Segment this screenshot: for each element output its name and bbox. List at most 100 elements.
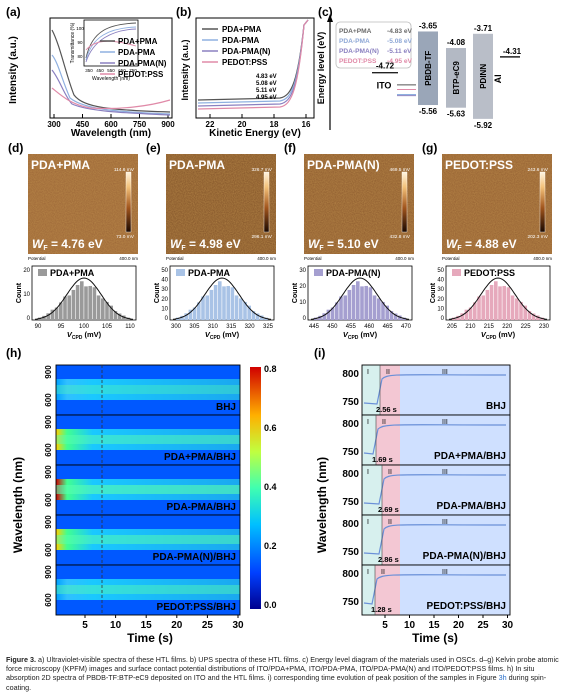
- h-xtick: 25: [202, 620, 214, 631]
- afm-scale-top: 469.5 mV: [389, 167, 410, 173]
- i-xtick: 25: [477, 620, 489, 631]
- ito-value: -4.72: [376, 62, 395, 71]
- i-transition-time: 1.69 s: [372, 455, 393, 464]
- material-bar: [418, 31, 438, 106]
- inset-xlabel: Wavelength (nm): [92, 76, 130, 82]
- panel-i-xlabel: Time (s): [412, 631, 458, 645]
- histogram-xtick: 320: [245, 324, 256, 330]
- histogram-axes: [307, 265, 413, 321]
- histogram-ytick: 10: [23, 292, 30, 298]
- panel-b-xtick: 22: [206, 120, 215, 129]
- potential-label: Potential: [442, 256, 460, 261]
- h-row-band: [56, 379, 240, 400]
- histogram-bar: [481, 295, 485, 320]
- histogram-bar: [523, 305, 527, 320]
- scalebar-label: 400.0 nm: [257, 256, 276, 261]
- histogram-bar: [255, 313, 260, 320]
- h-row-label: PEDOT:PSS/BHJ: [157, 602, 236, 613]
- panel-c-legend-name: PDA-PMA(N): [339, 48, 379, 55]
- histogram-title: PDA+PMA: [50, 268, 95, 278]
- i-stage-i-bg: [362, 365, 380, 415]
- i-ytick: 750: [342, 397, 359, 408]
- caption-text-2: during spin-coating.: [6, 673, 547, 692]
- histogram-ytick: 30: [299, 268, 306, 274]
- kpfm-panel: (f) PDA-PMA(N) 469.5 mV 432.8 mV WF = 5.10 e…: [284, 141, 414, 341]
- histogram-ytick: 0: [165, 316, 169, 322]
- panel-c-legend-value: -4.83 eV: [387, 28, 413, 35]
- histogram-bar: [322, 313, 326, 320]
- histogram-bar: [527, 311, 532, 320]
- i-ytick: 750: [342, 497, 359, 508]
- i-stage-ii-bg: [375, 565, 400, 615]
- histogram-ytick: 40: [437, 278, 444, 284]
- histogram-bar: [368, 287, 373, 320]
- histogram-ytick: 30: [437, 287, 444, 293]
- caption-figure-link[interactable]: 3h: [498, 673, 507, 683]
- h-ytick: 600: [44, 393, 53, 407]
- histogram-bar: [222, 286, 226, 320]
- histogram-ytick: 20: [23, 268, 30, 274]
- panel-a-curve: [51, 69, 171, 116]
- histogram-ylabel: Count: [292, 282, 299, 303]
- i-stage-label: II: [388, 519, 392, 526]
- histogram-bar: [506, 287, 511, 320]
- panel-c-legend-value: -5.11 eV: [387, 48, 412, 55]
- inset-xtick: 350: [85, 68, 93, 73]
- histogram-bar: [519, 301, 523, 320]
- histogram-bar: [247, 305, 251, 320]
- histogram-title: PEDOT:PSS: [464, 268, 515, 278]
- h-row-band: [56, 579, 240, 600]
- histogram-bar: [498, 286, 502, 320]
- histogram-bar: [42, 315, 46, 320]
- panel-b-xtick: 18: [270, 120, 279, 129]
- histogram-bar: [377, 298, 381, 320]
- afm-colorbar: [125, 171, 132, 233]
- panel-a-curve: [51, 29, 171, 113]
- inset-ytick: 90: [77, 40, 83, 45]
- i-row-label: BHJ: [486, 401, 506, 412]
- i-stage-label: II: [386, 369, 390, 376]
- inset-xtick: 750: [129, 68, 137, 73]
- afm-scale-bottom: 73.0 mV: [116, 234, 135, 240]
- kpfm-panel: (d) PDA+PMA 114.6 mV 73.0 mV WF = 4.76 eV Pot…: [8, 141, 138, 341]
- i-row-label: PDA-PMA/BHJ: [437, 501, 506, 512]
- panel-b-legend-item: PDA-PMA: [222, 36, 260, 45]
- h-xtick: 20: [171, 620, 183, 631]
- i-stage-label: I: [367, 469, 369, 476]
- histogram-xtick: 450: [327, 324, 338, 330]
- histogram-bar: [101, 298, 105, 320]
- i-stage-label: I: [367, 519, 369, 526]
- i-stage-label: III: [442, 519, 448, 526]
- h-ytick: 600: [44, 593, 53, 607]
- afm-scale-top: 114.6 mV: [114, 167, 135, 173]
- histogram-bar: [364, 285, 368, 320]
- panel-a-legend-item: PEDOT:PSS: [118, 70, 164, 79]
- histogram-bar: [494, 281, 498, 320]
- h-ytick: 600: [44, 443, 53, 457]
- h-row-band: [56, 429, 240, 450]
- h-ytick: 600: [44, 493, 53, 507]
- h-ytick: 900: [44, 465, 53, 479]
- panel-c-legend-value: -5.08 eV: [387, 38, 413, 45]
- histogram-xtick: 95: [58, 324, 65, 330]
- h-ytick: 900: [44, 515, 53, 529]
- histogram-bar: [477, 296, 481, 320]
- potential-label: Potential: [166, 256, 184, 261]
- figure-caption: Figure 3. a) Ultraviolet-visible spectra…: [6, 655, 559, 692]
- i-stage-i-bg: [362, 415, 376, 465]
- i-row-label: PEDOT:PSS/BHJ: [427, 601, 506, 612]
- kpfm-panel-label: (d): [8, 141, 23, 155]
- histogram-xlabel: VCPD (mV): [67, 330, 102, 341]
- histogram-bar: [54, 307, 59, 320]
- panel-b-value: 5.08 eV: [256, 81, 277, 87]
- histogram-fit: [172, 277, 272, 320]
- h-row-label: PDA-PMA/BHJ: [167, 502, 236, 513]
- potential-label: Potential: [304, 256, 322, 261]
- histogram-bar: [201, 296, 205, 320]
- histogram-bar: [192, 307, 197, 320]
- histogram-bar: [339, 296, 343, 320]
- panel-i-ylabel: Wavelength (nm): [315, 457, 329, 553]
- histogram-bar: [188, 309, 193, 320]
- al-value: -4.31: [503, 47, 522, 56]
